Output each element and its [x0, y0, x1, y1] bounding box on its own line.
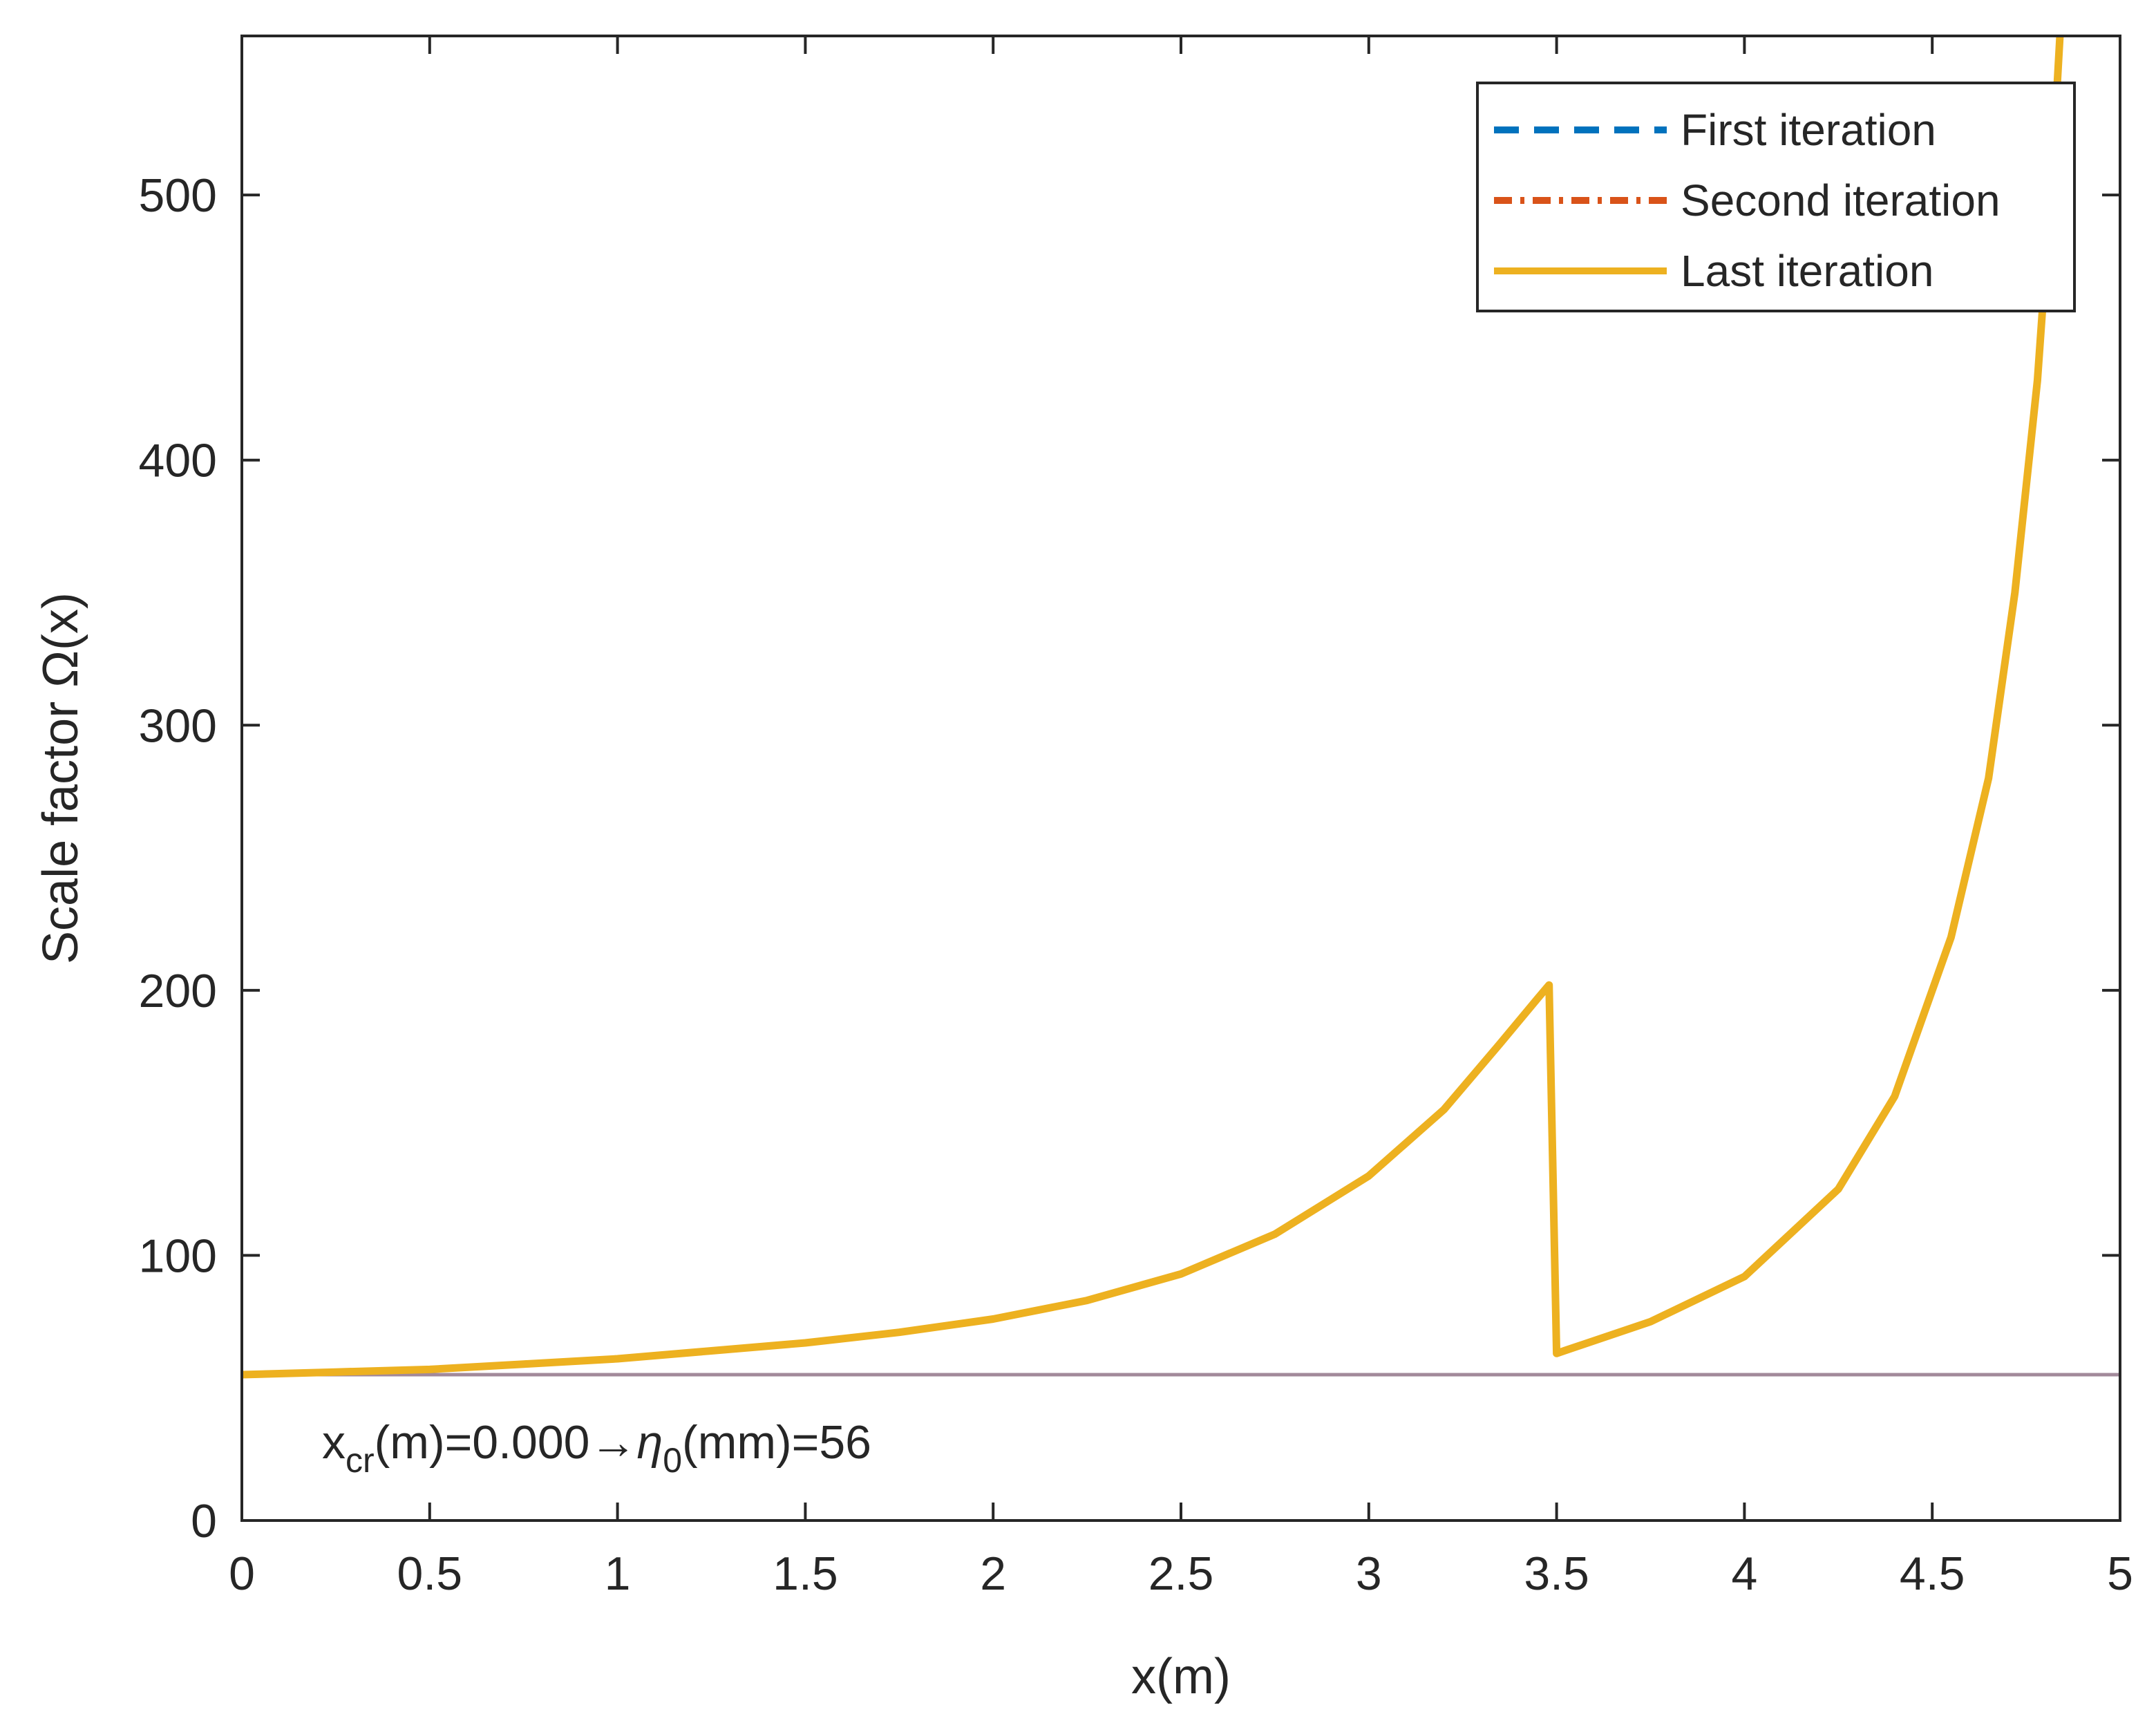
x-tick-label: 2.5 — [1148, 1547, 1214, 1600]
x-tick-label: 5 — [2107, 1547, 2133, 1600]
annotation: xcr(m)=0.000→η0(mm)=56 — [322, 1416, 871, 1480]
legend-label: Last iteration — [1681, 246, 1933, 296]
x-tick-label: 3.5 — [1524, 1547, 1589, 1600]
legend: First iteration Second iteration Last iter… — [1476, 82, 2076, 312]
series-line-last-iteration — [242, 36, 2064, 1379]
legend-label: First iteration — [1681, 105, 1936, 155]
annotation-eta: η — [636, 1416, 663, 1469]
y-tick-label: 200 — [139, 965, 217, 1017]
legend-label: Second iteration — [1681, 176, 2001, 225]
annotation-subscript-cr: cr — [346, 1441, 375, 1480]
y-axis-title: Scale factor Ω(x) — [33, 592, 88, 964]
annotation-suffix: (mm)=56 — [682, 1416, 871, 1469]
axes: 0 0.5 1 1.5 2 2.5 3 3.5 4 4.5 50100200300400500x(m… — [33, 35, 2133, 1704]
x-tick-label: 0 — [229, 1547, 255, 1600]
y-tick-label: 300 — [139, 699, 217, 752]
plot-data-group — [242, 36, 2120, 1379]
y-tick-label: 0 — [191, 1495, 217, 1547]
x-axis-title: x(m) — [1131, 1649, 1231, 1704]
annotation-text: xcr(m)=0.000→η0(mm)=56 — [322, 1416, 871, 1480]
x-tick-label: 4.5 — [1900, 1547, 1965, 1600]
y-tick-label: 100 — [139, 1230, 217, 1282]
x-tick-label: 1 — [605, 1547, 631, 1600]
annotation-subscript-0: 0 — [663, 1441, 682, 1480]
x-tick-label: 1.5 — [773, 1547, 838, 1600]
annotation-prefix: x — [322, 1416, 346, 1469]
x-tick-label: 4 — [1731, 1547, 1757, 1600]
y-tick-label: 400 — [139, 435, 217, 487]
y-tick-label: 500 — [139, 169, 217, 222]
annotation-middle: (m)=0.000→ — [375, 1416, 637, 1469]
x-tick-label: 2 — [980, 1547, 1006, 1600]
x-tick-label: 3 — [1356, 1547, 1382, 1600]
x-tick-label: 0.5 — [397, 1547, 463, 1600]
